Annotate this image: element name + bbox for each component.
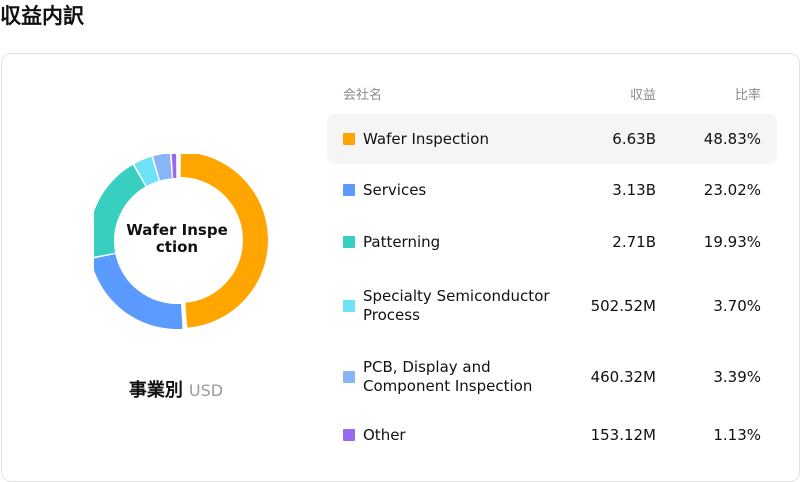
row-revenue: 460.32M bbox=[590, 368, 656, 386]
row-revenue: 6.63B bbox=[612, 130, 656, 148]
table-row[interactable]: PCB, Display and Component Inspection 460… bbox=[327, 344, 777, 410]
row-company-name: Wafer Inspection bbox=[363, 130, 489, 148]
row-revenue: 2.71B bbox=[612, 233, 656, 251]
donut-slice-6[interactable] bbox=[171, 154, 177, 179]
row-company-name: PCB, Display and Component Inspection bbox=[363, 358, 533, 395]
table-row[interactable]: Wafer Inspection 6.63B 48.83% bbox=[327, 114, 777, 164]
legend-swatch bbox=[343, 371, 355, 383]
breakdown-selector[interactable]: 事業別 USD bbox=[2, 376, 350, 402]
header-revenue: 収益 bbox=[629, 88, 656, 103]
donut-slice-3[interactable] bbox=[94, 164, 146, 257]
row-ratio: 23.02% bbox=[703, 181, 761, 199]
row-revenue: 153.12M bbox=[590, 426, 656, 444]
legend-swatch bbox=[343, 184, 355, 196]
table-row[interactable]: Other 153.12M 1.13% bbox=[327, 410, 777, 460]
row-company-name: Services bbox=[363, 181, 427, 199]
row-ratio: 3.39% bbox=[713, 368, 761, 386]
donut-center-label: Wafer Inspection bbox=[126, 221, 228, 256]
table-row[interactable]: Services 3.13B 23.02% bbox=[327, 164, 777, 216]
table-row[interactable]: Patterning 2.71B 19.93% bbox=[327, 216, 777, 268]
row-ratio: 1.13% bbox=[713, 426, 761, 444]
donut-slice-4[interactable] bbox=[134, 156, 159, 186]
table-row[interactable]: Specialty Semiconductor Process 502.52M 3.… bbox=[327, 268, 777, 344]
row-company-name: Specialty Semiconductor Process bbox=[363, 287, 550, 324]
legend-swatch bbox=[343, 300, 355, 312]
legend-swatch bbox=[343, 133, 355, 145]
donut-svg bbox=[94, 154, 268, 329]
legend-swatch bbox=[343, 236, 355, 248]
donut-slice-2[interactable] bbox=[94, 254, 183, 329]
row-company-name: Patterning bbox=[363, 233, 441, 251]
header-company-name: 会社名 bbox=[343, 88, 383, 103]
legend-swatch bbox=[343, 429, 355, 441]
row-revenue: 3.13B bbox=[612, 181, 656, 199]
table-header: 会社名 収益 比率 bbox=[327, 86, 777, 114]
row-revenue: 502.52M bbox=[590, 297, 656, 315]
donut-slice-1[interactable] bbox=[180, 154, 268, 328]
row-company-name: Other bbox=[363, 426, 406, 444]
donut-chart: Wafer Inspection bbox=[94, 154, 268, 334]
row-ratio: 3.70% bbox=[713, 297, 761, 315]
row-ratio: 48.83% bbox=[703, 130, 761, 148]
breakdown-label: 事業別 bbox=[128, 380, 183, 401]
donut-slice-5[interactable] bbox=[153, 154, 172, 181]
currency-unit: USD bbox=[188, 381, 224, 400]
row-ratio: 19.93% bbox=[703, 233, 761, 251]
page-title: 収益内訳 bbox=[0, 4, 84, 28]
revenue-table: 会社名 収益 比率 Wafer Inspection 6.63B 48.83% Ser… bbox=[327, 86, 777, 444]
revenue-breakdown-card: Wafer Inspection 事業別 USD 会社名 収益 比率 Wafer … bbox=[1, 53, 800, 482]
header-ratio: 比率 bbox=[734, 88, 761, 103]
